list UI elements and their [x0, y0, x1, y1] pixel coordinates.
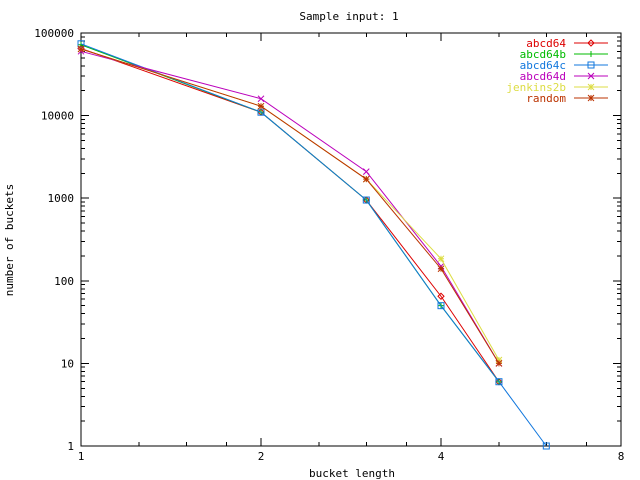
- y-tick-label: 100: [54, 275, 74, 288]
- series-line: [80, 43, 547, 447]
- data-point: [257, 95, 265, 103]
- legend-item: abcd64c: [520, 59, 608, 72]
- data-point: [587, 94, 595, 102]
- data-point: [495, 378, 503, 386]
- legend-item: random: [526, 92, 608, 105]
- legend-label: abcd64c: [520, 59, 566, 72]
- series-abcd64c: [77, 40, 550, 450]
- x-tick-label: 4: [438, 450, 445, 463]
- y-tick-label: 1000: [48, 192, 75, 205]
- x-axis-label: bucket length: [309, 467, 395, 480]
- data-point: [437, 265, 445, 273]
- series-line: [80, 50, 500, 364]
- series-random: [77, 45, 503, 367]
- data-point: [542, 442, 550, 450]
- data-point: [437, 292, 445, 300]
- legend-label: jenkins2b: [506, 81, 566, 94]
- legend-item: jenkins2b: [506, 81, 608, 94]
- y-tick-label: 10: [61, 357, 74, 370]
- data-point: [77, 45, 85, 53]
- series-line: [80, 48, 500, 361]
- y-tick-label: 1: [67, 440, 74, 453]
- series-abcd64d: [77, 47, 503, 367]
- data-point: [362, 196, 370, 204]
- data-point: [588, 51, 594, 57]
- data-point: [587, 39, 595, 47]
- legend-label: random: [526, 92, 566, 105]
- data-point: [495, 356, 503, 364]
- data-point: [437, 302, 445, 310]
- legend: abcd64abcd64babcd64cabcd64djenkins2brand…: [506, 37, 608, 105]
- data-point: [362, 175, 370, 183]
- series-abcd64b: [78, 41, 502, 385]
- legend-label: abcd64: [526, 37, 566, 50]
- plot-frame: [80, 32, 622, 447]
- legend-item: abcd64b: [520, 48, 608, 61]
- legend-label: abcd64d: [520, 70, 566, 83]
- y-tick-label: 10000: [41, 110, 74, 123]
- series-abcd64: [77, 44, 503, 386]
- data-point: [257, 102, 265, 110]
- y-axis-label: number of buckets: [3, 184, 16, 297]
- data-point: [362, 168, 370, 175]
- data-point: [437, 255, 445, 263]
- data-point: [587, 83, 595, 91]
- legend-label: abcd64b: [520, 48, 566, 61]
- data-point: [495, 360, 503, 367]
- chart-title: Sample input: 1: [299, 10, 398, 23]
- data-point: [587, 72, 595, 80]
- y-tick-label: 100000: [34, 27, 74, 40]
- x-tick-label: 1: [78, 450, 85, 463]
- legend-item: abcd64: [526, 37, 608, 50]
- x-tick-label: 2: [258, 450, 265, 463]
- data-point: [587, 61, 595, 69]
- legend-item: abcd64d: [520, 70, 608, 83]
- axis-ticks: 1 2 4 8 1 10 100 1000 10000 100000: [34, 27, 624, 463]
- series-line: [80, 47, 500, 383]
- x-tick-label: 8: [618, 450, 625, 463]
- data-series: [77, 40, 550, 450]
- series-line: [80, 44, 500, 383]
- series-line: [80, 48, 500, 364]
- series-jenkins2b: [77, 45, 503, 364]
